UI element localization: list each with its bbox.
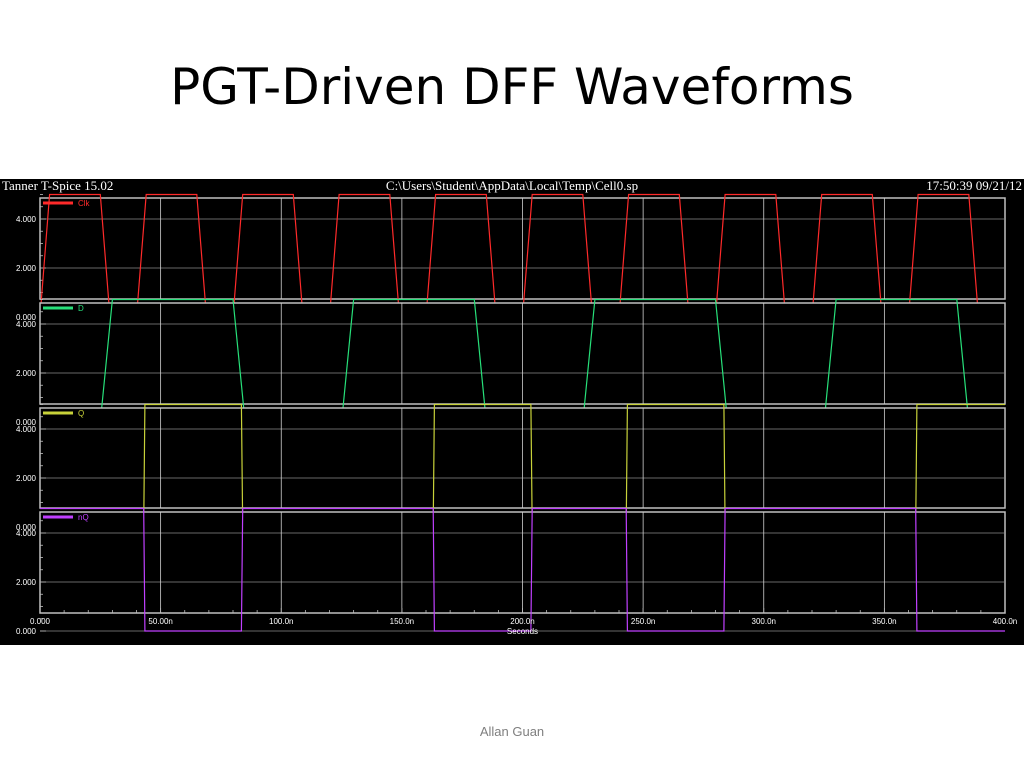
y-tick-label: 0.000: [16, 418, 37, 427]
x-tick-label: 150.0n: [390, 617, 414, 626]
x-axis-label: Seconds: [507, 627, 538, 636]
x-tick-label: 400.0n: [993, 617, 1017, 626]
x-tick-label: 50.00n: [148, 617, 172, 626]
x-tick-label: 250.0n: [631, 617, 655, 626]
y-tick-label: 4.000: [16, 425, 37, 434]
y-tick-label: 2.000: [16, 578, 37, 587]
x-tick-label: 350.0n: [872, 617, 896, 626]
viewer-title-bar: Tanner T-Spice 15.02 C:\Users\Student\Ap…: [0, 179, 1024, 193]
app-title: Tanner T-Spice 15.02: [2, 178, 114, 193]
y-tick-label: 2.000: [16, 474, 37, 483]
timestamp: 17:50:39 09/21/12: [926, 178, 1022, 193]
x-tick-label: 0.000: [30, 617, 51, 626]
y-tick-label: 2.000: [16, 264, 37, 273]
y-tick-label: 2.000: [16, 369, 37, 378]
y-tick-label: 4.000: [16, 215, 37, 224]
waveform-viewer: Tanner T-Spice 15.02 C:\Users\Student\Ap…: [0, 179, 1024, 645]
y-tick-label: 4.000: [16, 529, 37, 538]
legend-label-d: D: [78, 304, 84, 313]
legend-label-q: Q: [78, 409, 84, 418]
legend-label-nq: nQ: [78, 513, 89, 522]
x-tick-label: 100.0n: [269, 617, 293, 626]
x-tick-label: 300.0n: [752, 617, 776, 626]
file-path: C:\Users\Student\AppData\Local\Temp\Cell…: [385, 178, 639, 193]
slide-footer: Allan Guan: [479, 724, 545, 739]
y-tick-label: 0.000: [16, 313, 37, 322]
slide-title: PGT-Driven DFF Waveforms: [170, 58, 854, 116]
waveform-plot: 0.000 2.000 4.000 Clk 0.000 2.000 4.000 D 0.000 2…: [16, 193, 1017, 636]
x-tick-label: 200.0n: [510, 617, 534, 626]
legend-label-clk: Clk: [78, 199, 91, 208]
y-tick-label: 4.000: [16, 320, 37, 329]
y-tick-label: 0.000: [16, 523, 37, 532]
trace-nq: [40, 507, 1005, 632]
y-tick-label: 0.000: [16, 627, 37, 636]
